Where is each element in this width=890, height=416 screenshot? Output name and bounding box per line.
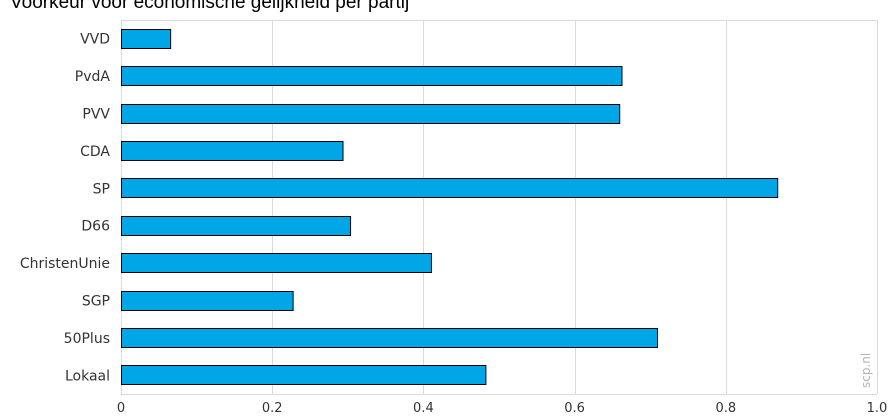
- category-label-d66: D66: [81, 219, 110, 235]
- tick-label-3: 0.6: [564, 401, 585, 416]
- category-label-pvda: PvdA: [75, 69, 111, 85]
- bar-sp: [121, 178, 779, 198]
- bar-d66: [121, 216, 352, 236]
- chart-title: Voorkeur voor economische gelijkheid per…: [10, 0, 410, 13]
- category-label-50plus: 50Plus: [64, 331, 110, 347]
- bar-lokaal: [121, 365, 487, 385]
- category-label-cda: CDA: [80, 144, 110, 160]
- category-label-lokaal: Lokaal: [65, 368, 110, 384]
- bar-cda: [121, 141, 344, 161]
- category-label-sgp: SGP: [82, 294, 110, 310]
- tick-label-5: 1.0: [867, 401, 888, 416]
- bars: [121, 29, 779, 385]
- category-label-pvv: PVV: [82, 107, 110, 123]
- bar-sgp: [121, 291, 294, 311]
- bar-pvv: [121, 104, 621, 124]
- bar-pvda: [121, 66, 623, 86]
- category-label-sp: SP: [93, 181, 110, 197]
- tick-labels: 0 0.2 0.4 0.6 0.8 1.0: [117, 401, 887, 416]
- tick-label-1: 0.2: [262, 401, 283, 416]
- category-label-christenunie: ChristenUnie: [20, 256, 110, 272]
- bar-vvd: [121, 29, 172, 49]
- bar-christenunie: [121, 253, 432, 273]
- tick-label-2: 0.4: [413, 401, 434, 416]
- watermark: scp.nl: [859, 353, 873, 388]
- category-label-vvd: VVD: [80, 32, 110, 48]
- category-labels: VVD PvdA PVV CDA SP D66 ChristenUnie SGP 50Plus L…: [20, 32, 111, 385]
- bar-50plus: [121, 328, 659, 348]
- tick-label-0: 0: [117, 401, 125, 416]
- tick-label-4: 0.8: [715, 401, 736, 416]
